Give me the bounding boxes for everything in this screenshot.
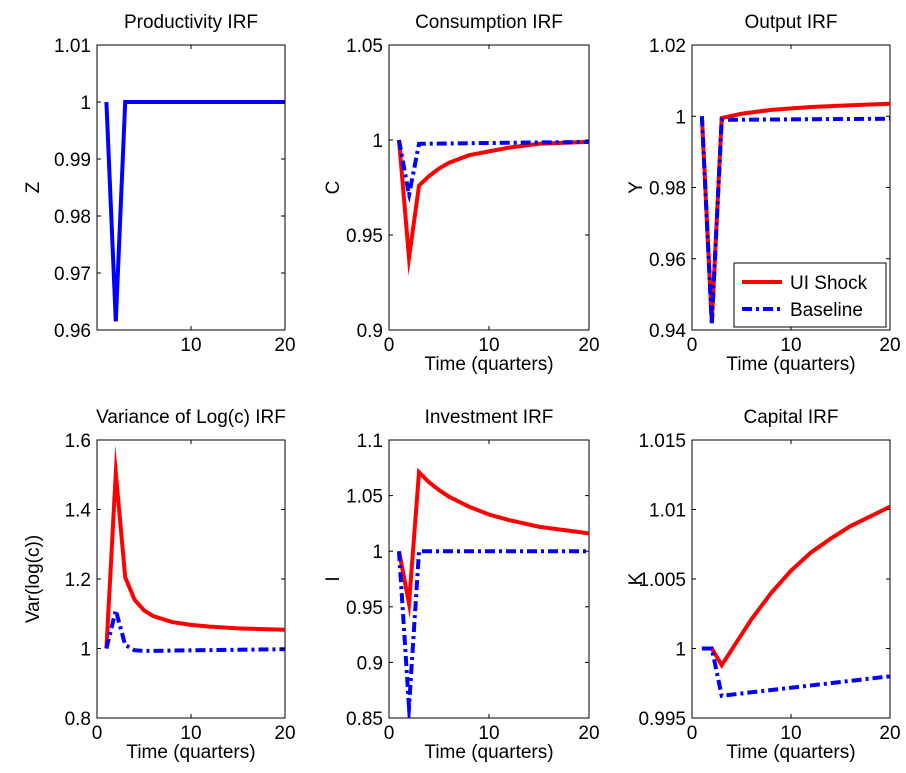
y-tick-label: 0.85 bbox=[346, 709, 383, 730]
plot-area bbox=[96, 439, 286, 719]
baseline-series-line bbox=[104, 100, 285, 322]
y-tick-label: 1.4 bbox=[65, 501, 92, 522]
legend-box bbox=[733, 262, 887, 328]
x-tick-label: 10 bbox=[478, 723, 499, 744]
subplot-title: Consumption IRF bbox=[415, 12, 563, 33]
ui-shock-series-line bbox=[397, 467, 589, 619]
baseline-series-line bbox=[701, 646, 890, 698]
y-axis-label: I bbox=[323, 576, 344, 581]
legend: UI Shock Baseline bbox=[733, 262, 887, 328]
baseline-series-line bbox=[104, 602, 285, 653]
y-tick-label: 1.2 bbox=[65, 570, 91, 591]
baseline-series-line bbox=[397, 549, 589, 718]
subplot-3: 0.94 0.96 0.98 1 1.02 0 10 20 Output IRF Time (qu… bbox=[626, 12, 901, 375]
x-axis-label: Time (quarters) bbox=[424, 354, 553, 375]
legend-entry-label: UI Shock bbox=[790, 273, 868, 294]
ui-shock-series-line bbox=[104, 445, 285, 649]
y-tick-label: 0.96 bbox=[649, 250, 686, 271]
y-axis-label: K bbox=[626, 572, 647, 585]
x-tick-label: 10 bbox=[780, 723, 801, 744]
x-tick-label: 20 bbox=[879, 723, 900, 744]
x-tick-label: 0 bbox=[384, 723, 395, 744]
y-tick-label: 1.015 bbox=[638, 431, 686, 452]
x-tick-label: 20 bbox=[578, 335, 599, 356]
y-tick-label: 0.995 bbox=[638, 709, 686, 730]
y-tick-label: 1 bbox=[675, 640, 686, 661]
y-tick-label: 0.95 bbox=[346, 226, 383, 247]
subplot-title: Variance of Log(c) IRF bbox=[96, 407, 286, 428]
ui-shock-series-line bbox=[701, 504, 890, 669]
subplot-title: Capital IRF bbox=[743, 407, 838, 428]
y-tick-label: 0.8 bbox=[65, 709, 91, 730]
x-tick-label: 20 bbox=[274, 335, 295, 356]
y-tick-label: 1.1 bbox=[357, 431, 383, 452]
ui-shock-series-line bbox=[699, 101, 890, 323]
subplot-2: 0.9 0.95 1 1.05 0 10 20 Consumption IRF Time (qu… bbox=[323, 12, 600, 375]
plot-area bbox=[388, 44, 590, 331]
x-tick-label: 10 bbox=[478, 335, 499, 356]
y-tick-label: 1.01 bbox=[54, 36, 91, 57]
y-tick-label: 1.05 bbox=[346, 36, 383, 57]
y-tick-label: 1 bbox=[372, 542, 383, 563]
y-axis-label: Z bbox=[23, 181, 44, 193]
x-tick-label: 0 bbox=[687, 723, 698, 744]
y-tick-label: 1.01 bbox=[649, 501, 686, 522]
x-tick-label: 10 bbox=[780, 335, 801, 356]
y-tick-label: 0.94 bbox=[649, 321, 686, 342]
y-axis-label: C bbox=[323, 181, 344, 195]
x-tick-label: 0 bbox=[687, 335, 698, 356]
x-tick-label: 0 bbox=[384, 335, 395, 356]
baseline-series-line bbox=[397, 139, 589, 206]
x-tick-label: 10 bbox=[180, 723, 201, 744]
y-axis-label: Y bbox=[626, 181, 647, 194]
subplot-title: Investment IRF bbox=[425, 407, 554, 428]
subplot-5: 0.85 0.9 0.95 1 1.05 1.1 0 10 20 Investment IRF Ti… bbox=[323, 407, 600, 763]
plot-area bbox=[691, 439, 891, 719]
x-tick-label: 20 bbox=[879, 335, 900, 356]
y-tick-label: 1.02 bbox=[649, 36, 686, 57]
x-axis-label: Time (quarters) bbox=[424, 742, 553, 763]
y-tick-label: 1.005 bbox=[638, 570, 686, 591]
y-tick-label: 0.98 bbox=[649, 179, 686, 200]
x-axis-label: Time (quarters) bbox=[726, 354, 855, 375]
subplot-6: 0.995 1 1.005 1.01 1.015 0 10 20 Capital IRF Time… bbox=[626, 407, 901, 763]
plot-area bbox=[388, 439, 590, 719]
y-tick-label: 1 bbox=[80, 640, 91, 661]
subplot-1: 0.96 0.97 0.98 0.99 1 1.01 10 20 Productivity IR… bbox=[23, 12, 296, 356]
y-tick-label: 0.95 bbox=[346, 598, 383, 619]
x-tick-label: 20 bbox=[274, 723, 295, 744]
y-tick-label: 0.98 bbox=[54, 207, 91, 228]
y-axis-label: Var(log(c)) bbox=[23, 535, 44, 623]
y-tick-label: 1 bbox=[372, 131, 383, 152]
y-tick-label: 0.96 bbox=[54, 321, 91, 342]
y-tick-label: 1.6 bbox=[65, 431, 91, 452]
x-tick-label: 0 bbox=[92, 723, 103, 744]
x-axis-label: Time (quarters) bbox=[726, 742, 855, 763]
y-tick-label: 0.99 bbox=[54, 150, 91, 171]
x-tick-label: 20 bbox=[578, 723, 599, 744]
y-tick-label: 0.97 bbox=[54, 264, 91, 285]
y-tick-label: 1.05 bbox=[346, 487, 383, 508]
subplot-title: Productivity IRF bbox=[124, 12, 258, 33]
x-axis-label: Time (quarters) bbox=[126, 742, 255, 763]
plot-area bbox=[96, 44, 286, 331]
baseline-series-line bbox=[699, 116, 890, 325]
x-tick-label: 10 bbox=[180, 335, 201, 356]
y-tick-label: 1 bbox=[675, 107, 686, 128]
y-tick-label: 1 bbox=[80, 93, 91, 114]
y-tick-label: 0.9 bbox=[357, 321, 383, 342]
y-tick-label: 0.9 bbox=[357, 653, 383, 674]
legend-entry-label: Baseline bbox=[790, 300, 863, 321]
subplot-title: Output IRF bbox=[745, 12, 838, 33]
subplot-4: 0.8 1 1.2 1.4 1.6 0 10 20 Variance of Log(c) IRF… bbox=[23, 407, 296, 763]
ui-shock-series-line bbox=[397, 139, 589, 276]
